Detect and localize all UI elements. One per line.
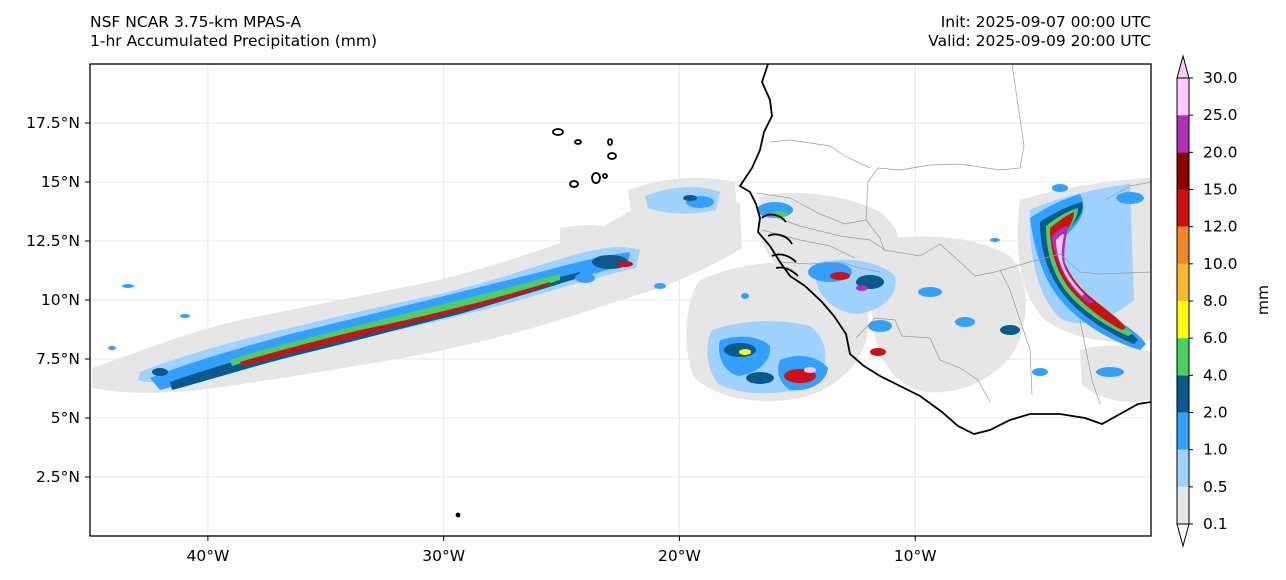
colorbar-tick-label: 15.0 xyxy=(1203,181,1238,199)
colorbar-bin xyxy=(1177,375,1189,413)
colorbar-bin xyxy=(1177,449,1189,487)
lat-tick-label: 17.5°N xyxy=(26,114,80,132)
lon-tick-label: 20°W xyxy=(658,547,701,565)
island xyxy=(569,180,579,188)
pink-core-east xyxy=(1056,234,1084,296)
cell xyxy=(122,284,134,288)
colorbar-tick-label: 0.1 xyxy=(1203,515,1228,533)
cell xyxy=(1116,192,1144,204)
colorbar-unit-label: mm xyxy=(1254,285,1272,315)
lat-tick-label: 2.5°N xyxy=(36,468,80,486)
latitude-axis: 2.5°N 5°N 7.5°N 10°N 12.5°N 15°N 17.5°N xyxy=(26,114,90,486)
island xyxy=(552,128,564,136)
precip-scattered-cells xyxy=(108,184,1144,384)
colorbar-tick-label: 8.0 xyxy=(1203,292,1228,310)
lon-tick-label: 10°W xyxy=(894,547,937,565)
cell xyxy=(830,272,850,280)
cell xyxy=(108,346,116,350)
colorbar-extend-max xyxy=(1176,54,1190,79)
colorbar-tick-label: 10.0 xyxy=(1203,255,1238,273)
cell xyxy=(617,261,633,267)
island xyxy=(607,152,617,160)
island xyxy=(455,512,461,518)
lat-tick-label: 10°N xyxy=(41,291,80,309)
model-title: NSF NCAR 3.75-km MPAS-A xyxy=(90,13,302,31)
magenta-core-east xyxy=(1052,226,1094,304)
red-core-west xyxy=(240,282,550,366)
cell xyxy=(683,195,697,201)
cell xyxy=(1052,184,1068,192)
cell xyxy=(804,367,816,373)
cell xyxy=(990,238,1000,242)
colorbar-tick-label: 12.0 xyxy=(1203,218,1238,236)
colorbar-bin xyxy=(1177,226,1189,264)
island xyxy=(607,138,613,146)
cell xyxy=(739,349,751,355)
cell xyxy=(746,372,774,384)
colorbar: 0.1 0.5 1.0 2.0 4.0 6.0 8.0 10.0 12.0 15.0 20.0 25.… xyxy=(1176,54,1238,548)
lat-tick-label: 7.5°N xyxy=(36,350,80,368)
cell xyxy=(918,287,942,297)
colorbar-bin xyxy=(1177,189,1189,227)
island xyxy=(591,172,601,184)
lat-tick-label: 12.5°N xyxy=(26,232,80,250)
colorbar-tick-label: 25.0 xyxy=(1203,106,1238,124)
colorbar-bin xyxy=(1177,152,1189,190)
title-block: NSF NCAR 3.75-km MPAS-A 1-hr Accumulated… xyxy=(90,13,377,51)
colorbar-bin xyxy=(1177,486,1189,524)
cell xyxy=(856,285,868,291)
cell xyxy=(724,343,756,357)
colorbar-tick-label: 2.0 xyxy=(1203,404,1228,422)
cell xyxy=(741,293,749,299)
colorbar-bin xyxy=(1177,263,1189,301)
colorbar-bin xyxy=(1177,78,1189,116)
cell xyxy=(1032,368,1048,376)
colorbar-bin xyxy=(1177,338,1189,376)
cell xyxy=(1096,367,1124,377)
colorbar-tick-label: 30.0 xyxy=(1203,69,1238,87)
lon-tick-label: 30°W xyxy=(422,547,465,565)
colorbar-bin xyxy=(1177,115,1189,153)
country-borders xyxy=(756,64,1151,405)
cell xyxy=(870,348,886,356)
colorbar-tick-label: 6.0 xyxy=(1203,329,1228,347)
island xyxy=(574,139,582,145)
cell xyxy=(575,273,595,283)
colorbar-bin xyxy=(1177,412,1189,450)
light-patch-sahel xyxy=(757,192,901,279)
cell xyxy=(1000,325,1020,335)
colorbar-tick-label: 4.0 xyxy=(1203,366,1228,384)
colorbar-tick-label: 1.0 xyxy=(1203,441,1228,459)
colorbar-tick-label: 20.0 xyxy=(1203,143,1238,161)
colorbar-extend-min xyxy=(1176,523,1190,548)
time-block: Init: 2025-09-07 00:00 UTC Valid: 2025-0… xyxy=(928,13,1151,51)
longitude-axis: 40°W 30°W 20°W 10°W xyxy=(186,536,937,565)
colorbar-tick-label: 0.5 xyxy=(1203,478,1228,496)
lon-tick-label: 40°W xyxy=(186,547,229,565)
coastline xyxy=(455,64,1151,518)
cell xyxy=(654,283,666,289)
island xyxy=(602,173,608,179)
cell xyxy=(955,317,975,327)
lat-tick-label: 15°N xyxy=(41,173,80,191)
init-time: Init: 2025-09-07 00:00 UTC xyxy=(940,13,1151,31)
valid-time: Valid: 2025-09-09 20:00 UTC xyxy=(928,32,1151,50)
light-patch-interior xyxy=(870,236,1026,393)
precip-intense-cores xyxy=(230,208,1132,366)
colorbar-bin xyxy=(1177,301,1189,339)
cell xyxy=(868,320,892,332)
coast-mainland xyxy=(738,64,1151,435)
cell xyxy=(152,368,168,376)
field-title: 1-hr Accumulated Precipitation (mm) xyxy=(90,32,377,50)
lat-tick-label: 5°N xyxy=(51,409,80,427)
cell xyxy=(180,314,190,318)
coast-bijagos xyxy=(761,213,799,277)
